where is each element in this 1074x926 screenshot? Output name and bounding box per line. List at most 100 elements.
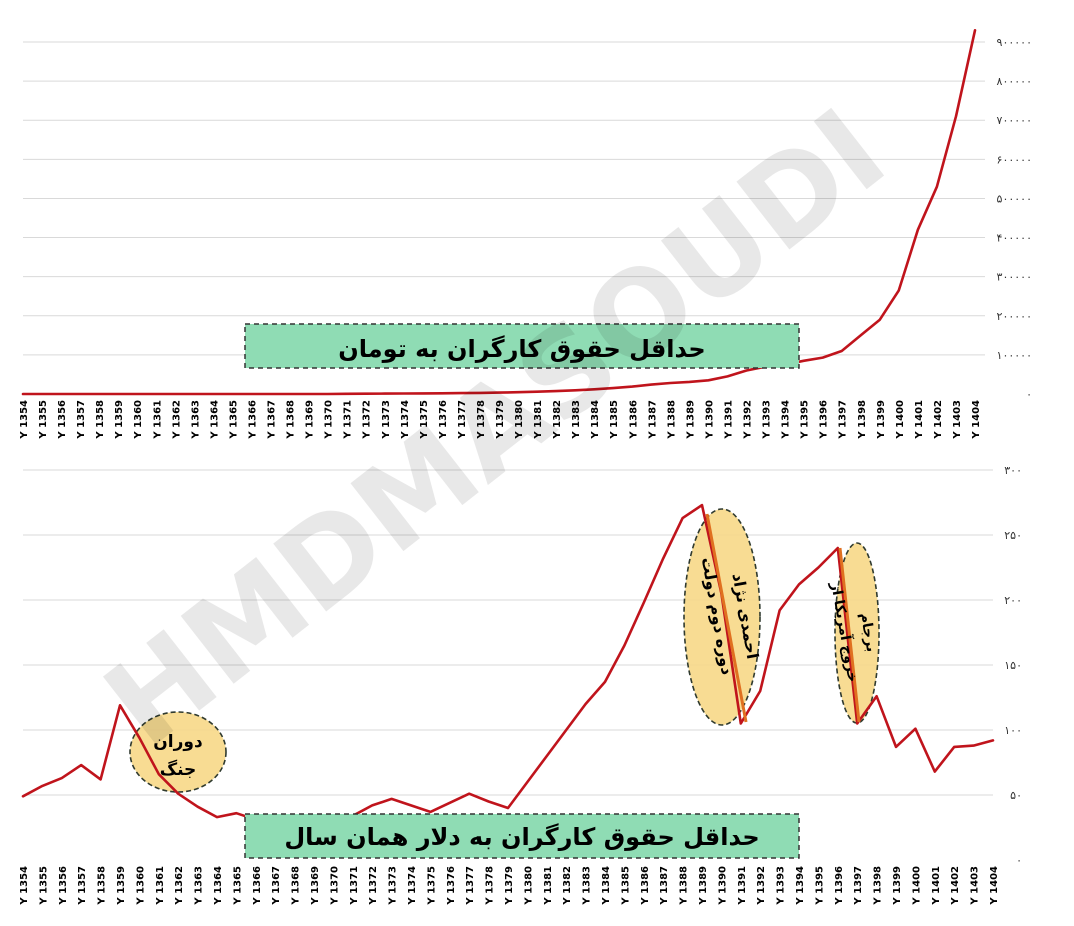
top-series-line	[21, 28, 977, 396]
bottom-chart-annotation-bubbles	[129, 508, 880, 793]
bot-x-tick-label: Y 1404	[989, 866, 1000, 906]
bot-x-tick-label: Y 1389	[698, 866, 709, 906]
top-x-tick-label: Y 1378	[476, 400, 487, 440]
bot-x-tick-label: Y 1385	[620, 866, 631, 906]
bot-x-tick-label: Y 1399	[892, 866, 903, 906]
top-x-tick-label: Y 1379	[495, 400, 506, 440]
annotation-label: برجام	[857, 611, 880, 653]
top-y-tick-label: ۹۰۰۰۰۰	[997, 36, 1032, 49]
bot-x-tick-label: Y 1369	[310, 866, 321, 906]
bottom-chart-gridlines	[23, 469, 993, 796]
top-x-tick-label: Y 1377	[457, 400, 468, 440]
bot-x-tick-label: Y 1359	[116, 866, 127, 906]
top-x-tick-label: Y 1389	[685, 400, 696, 440]
annotation-bubble	[683, 508, 761, 726]
top-x-tick-label: Y 1393	[762, 400, 773, 440]
bot-x-tick-label: Y 1376	[446, 866, 457, 906]
top-y-tick-label: ۴۰۰۰۰۰	[997, 232, 1032, 245]
top-x-tick-label: Y 1404	[971, 400, 982, 440]
top-x-tick-label: Y 1387	[647, 400, 658, 440]
top-x-tick-label: Y 1357	[76, 400, 87, 440]
top-x-tick-label: Y 1388	[666, 400, 677, 440]
bot-x-tick-label: Y 1380	[523, 866, 534, 906]
bot-x-tick-label: Y 1382	[562, 866, 573, 906]
top-x-tick-label: Y 1396	[819, 400, 830, 440]
top-x-tick-label: Y 1391	[723, 400, 734, 440]
bot-x-tick-label: Y 1363	[194, 866, 205, 906]
annotation-label: دوران	[153, 732, 203, 752]
bot-x-tick-label: Y 1373	[388, 866, 399, 906]
top-x-tick-label: Y 1390	[704, 400, 715, 440]
top-x-tick-label: Y 1358	[95, 400, 106, 440]
annotation-label: جنگ	[160, 759, 197, 780]
top-x-tick-label: Y 1399	[876, 400, 887, 440]
bot-y-tick-label: ۱۰۰	[1004, 724, 1022, 737]
top-chart-series	[21, 28, 977, 396]
bot-y-tick-label: ۲۵۰	[1004, 529, 1022, 542]
top-y-tick-label: ۰	[1026, 388, 1032, 401]
bot-x-tick-label: Y 1398	[873, 866, 884, 906]
bot-x-tick-label: Y 1383	[582, 866, 593, 906]
bot-x-tick-label: Y 1367	[271, 866, 282, 906]
top-chart-y-tick-labels: ۰ ۱۰۰۰۰۰ ۲۰۰۰۰۰ ۳۰۰۰۰۰ ۴۰۰۰۰۰ ۵۰۰۰۰۰ ۶۰۰۰۰۰ ۷۰۰…	[997, 36, 1032, 401]
bot-x-tick-label: Y 1355	[38, 866, 49, 906]
bot-x-tick-label: Y 1401	[931, 866, 942, 906]
top-chart-x-tick-labels: Y 1354 Y 1355 Y 1356 Y 1357 Y 1358 Y 1359 Y 13…	[19, 400, 982, 440]
bottom-chart-title-box	[244, 813, 800, 859]
bot-y-tick-label: ۲۰۰	[1004, 594, 1022, 607]
top-x-tick-label: Y 1354	[19, 400, 30, 440]
top-x-tick-label: Y 1403	[952, 400, 963, 440]
top-x-tick-label: Y 1359	[114, 400, 125, 440]
top-x-tick-label: Y 1365	[228, 400, 239, 440]
bot-x-tick-label: Y 1390	[717, 866, 728, 906]
top-y-tick-label: ۷۰۰۰۰۰	[997, 114, 1032, 127]
top-x-tick-label: Y 1381	[533, 400, 544, 440]
top-chart-gridlines	[23, 41, 985, 356]
top-y-tick-label: ۱۰۰۰۰۰	[997, 349, 1032, 362]
bot-x-tick-label: Y 1400	[911, 866, 922, 906]
bot-x-tick-label: Y 1402	[950, 866, 961, 906]
bot-x-tick-label: Y 1395	[814, 866, 825, 906]
top-y-tick-label: ۵۰۰۰۰۰	[997, 192, 1032, 205]
bot-y-tick-label: ۵۰	[1010, 789, 1022, 802]
bot-x-tick-label: Y 1366	[252, 866, 263, 906]
bot-x-tick-label: Y 1391	[737, 866, 748, 906]
bot-x-tick-label: Y 1362	[174, 866, 185, 906]
bot-x-tick-label: Y 1358	[97, 866, 108, 906]
bot-x-tick-label: Y 1384	[601, 866, 612, 906]
top-x-tick-label: Y 1382	[552, 400, 563, 440]
top-x-tick-label: Y 1383	[571, 400, 582, 440]
top-x-tick-label: Y 1356	[57, 400, 68, 440]
top-x-tick-label: Y 1366	[247, 400, 258, 440]
top-x-tick-label: Y 1369	[305, 400, 316, 440]
bot-x-tick-label: Y 1360	[135, 866, 146, 906]
bot-x-tick-label: Y 1365	[232, 866, 243, 906]
top-x-tick-label: Y 1402	[933, 400, 944, 440]
top-x-tick-label: Y 1368	[286, 400, 297, 440]
bot-x-tick-label: Y 1361	[155, 866, 166, 906]
bot-series-line	[21, 503, 995, 833]
bot-y-tick-label: ۱۵۰	[1004, 659, 1022, 672]
top-x-tick-label: Y 1398	[857, 400, 868, 440]
bot-x-tick-label: Y 1372	[368, 866, 379, 906]
top-x-tick-label: Y 1401	[914, 400, 925, 440]
top-x-tick-label: Y 1397	[838, 400, 849, 440]
bottom-chart-x-tick-labels: Y 1354 Y 1355 Y 1356 Y 1357 Y 1358 Y 1359 Y 13…	[19, 866, 1000, 906]
bot-x-tick-label: Y 1356	[58, 866, 69, 906]
bottom-chart-title: حداقل حقوق کارگران به دلار همان سال	[284, 823, 759, 851]
bot-x-tick-label: Y 1381	[543, 866, 554, 906]
top-x-tick-label: Y 1392	[743, 400, 754, 440]
bot-y-tick-label: ۰	[1016, 854, 1022, 867]
top-x-tick-label: Y 1400	[895, 400, 906, 440]
top-x-tick-label: Y 1373	[381, 400, 392, 440]
bot-x-tick-label: Y 1396	[834, 866, 845, 906]
bot-x-tick-label: Y 1357	[77, 866, 88, 906]
bot-x-tick-label: Y 1393	[776, 866, 787, 906]
bot-x-tick-label: Y 1392	[756, 866, 767, 906]
top-x-tick-label: Y 1372	[362, 400, 373, 440]
top-chart-title-box	[244, 323, 800, 369]
top-x-tick-label: Y 1386	[628, 400, 639, 440]
bot-x-tick-label: Y 1387	[659, 866, 670, 906]
top-x-tick-label: Y 1374	[400, 400, 411, 440]
